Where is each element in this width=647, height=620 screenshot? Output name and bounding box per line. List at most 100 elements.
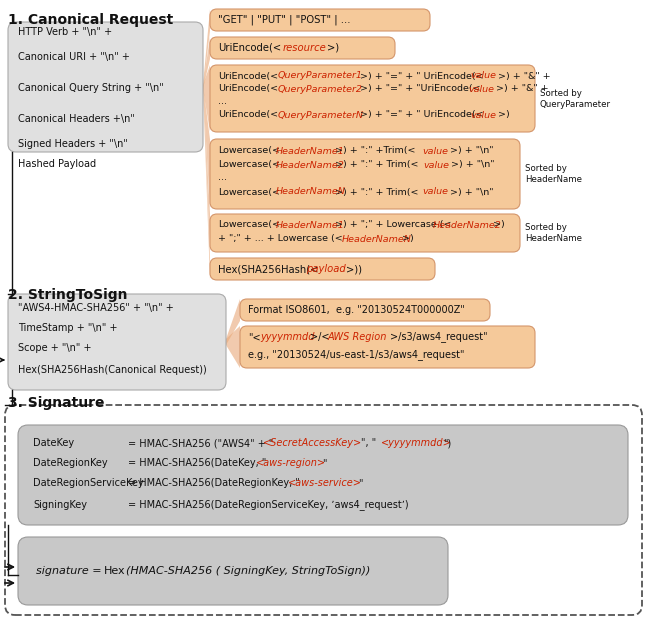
FancyBboxPatch shape	[5, 405, 642, 615]
Text: value: value	[470, 110, 496, 120]
Text: Sorted by
HeaderName: Sorted by HeaderName	[525, 164, 582, 184]
Text: + ";" + ... + Lowercase (<: + ";" + ... + Lowercase (<	[218, 234, 343, 244]
Text: DateRegionServiceKey: DateRegionServiceKey	[33, 478, 144, 488]
Text: Hex: Hex	[104, 566, 126, 576]
Text: value: value	[423, 161, 449, 169]
Text: 1. Canonical Request: 1. Canonical Request	[8, 13, 173, 27]
FancyBboxPatch shape	[210, 37, 395, 59]
Text: DateKey: DateKey	[33, 438, 74, 448]
Text: HeaderNameN: HeaderNameN	[342, 234, 412, 244]
Text: >) + ":" + Trim(<: >) + ":" + Trim(<	[335, 187, 419, 197]
Text: >) + ";" + Lowercase (<: >) + ";" + Lowercase (<	[335, 221, 452, 229]
Text: Hex(SHA256Hash(Canonical Request)): Hex(SHA256Hash(Canonical Request))	[18, 365, 207, 375]
Text: HeaderName1: HeaderName1	[276, 146, 345, 156]
Text: <SecretAccessKey>: <SecretAccessKey>	[263, 438, 362, 448]
Text: Canonical Query String + "\n": Canonical Query String + "\n"	[18, 83, 164, 93]
FancyBboxPatch shape	[8, 294, 226, 390]
FancyBboxPatch shape	[240, 299, 490, 321]
Text: ": "	[358, 478, 362, 488]
Text: Lowercase(<: Lowercase(<	[218, 221, 280, 229]
Text: value: value	[470, 71, 496, 81]
Text: value: value	[422, 146, 448, 156]
Polygon shape	[203, 37, 210, 89]
Text: payload: payload	[306, 264, 345, 274]
Polygon shape	[203, 65, 210, 132]
Text: >): >)	[493, 221, 505, 229]
Text: ": "	[322, 458, 327, 468]
Text: UriEncode(<: UriEncode(<	[218, 110, 278, 120]
Text: >) + ":" + Trim(<: >) + ":" + Trim(<	[335, 161, 419, 169]
Text: >) + "\n": >) + "\n"	[451, 161, 494, 169]
Text: >) + "=" + "UriEncode(<: >) + "=" + "UriEncode(<	[360, 84, 481, 94]
Polygon shape	[203, 85, 210, 280]
FancyBboxPatch shape	[18, 537, 448, 605]
Text: UriEncode(<: UriEncode(<	[218, 43, 281, 53]
Text: AWS Region: AWS Region	[328, 332, 388, 342]
Text: >/<: >/<	[310, 332, 329, 342]
Text: ...: ...	[218, 97, 227, 107]
Text: QueryParameterN: QueryParameterN	[278, 110, 364, 120]
Text: HeaderName2: HeaderName2	[276, 161, 345, 169]
Text: Lowercase(<: Lowercase(<	[218, 146, 280, 156]
Polygon shape	[203, 85, 210, 209]
Text: SigningKey: SigningKey	[33, 500, 87, 510]
FancyBboxPatch shape	[210, 9, 430, 31]
Text: >/s3/aws4_request": >/s3/aws4_request"	[390, 332, 488, 342]
FancyBboxPatch shape	[210, 139, 520, 209]
Text: QueryParameter1: QueryParameter1	[278, 71, 363, 81]
Text: HeaderNameN: HeaderNameN	[276, 187, 346, 197]
Text: >) + "\n": >) + "\n"	[450, 187, 494, 197]
Polygon shape	[226, 299, 240, 345]
Text: <aws-service>: <aws-service>	[288, 478, 362, 488]
Text: UriEncode(<: UriEncode(<	[218, 84, 278, 94]
Text: = HMAC-SHA256(DateRegionKey, ": = HMAC-SHA256(DateRegionKey, "	[128, 478, 300, 488]
Text: "<: "<	[248, 332, 261, 342]
FancyBboxPatch shape	[240, 326, 535, 368]
Text: UriEncode(<: UriEncode(<	[218, 71, 278, 81]
Text: ...: ...	[218, 174, 227, 182]
Text: Canonical Headers +\n": Canonical Headers +\n"	[18, 114, 135, 124]
Text: "AWS4-HMAC-SHA256" + "\n" +: "AWS4-HMAC-SHA256" + "\n" +	[18, 303, 174, 313]
Polygon shape	[226, 326, 240, 368]
Text: >) + "=" + " UriEncode(<: >) + "=" + " UriEncode(<	[360, 71, 483, 81]
Text: >)): >))	[346, 264, 362, 274]
Text: Hashed Payload: Hashed Payload	[18, 159, 96, 169]
Text: >): >)	[402, 234, 413, 244]
Text: value: value	[468, 84, 494, 94]
Text: HeaderName2: HeaderName2	[433, 221, 502, 229]
Text: >): >)	[327, 43, 339, 53]
Text: = HMAC-SHA256(DateRegionServiceKey, ʼaws4_requestʼ): = HMAC-SHA256(DateRegionServiceKey, ʼaws…	[128, 500, 409, 510]
FancyBboxPatch shape	[210, 258, 435, 280]
Text: >) + "&" +: >) + "&" +	[498, 71, 551, 81]
Text: Lowercase(<: Lowercase(<	[218, 161, 280, 169]
Text: (HMAC-SHA256 ( SigningKey, StringToSign)): (HMAC-SHA256 ( SigningKey, StringToSign)…	[126, 566, 370, 576]
Text: HTTP Verb + "\n" +: HTTP Verb + "\n" +	[18, 27, 112, 37]
Text: = HMAC-SHA256 ("AWS4" + ": = HMAC-SHA256 ("AWS4" + "	[128, 438, 274, 448]
Text: <aws-region>: <aws-region>	[256, 458, 326, 468]
Text: >) + "\n": >) + "\n"	[450, 146, 494, 156]
Text: Format ISO8601,  e.g. "20130524T000000Z": Format ISO8601, e.g. "20130524T000000Z"	[248, 305, 465, 315]
Text: value: value	[422, 187, 448, 197]
Text: DateRegionKey: DateRegionKey	[33, 458, 107, 468]
FancyBboxPatch shape	[210, 65, 535, 132]
Text: >): >)	[498, 110, 510, 120]
Text: resource: resource	[283, 43, 327, 53]
Polygon shape	[203, 85, 210, 252]
Text: 2. StringToSign: 2. StringToSign	[8, 288, 127, 302]
Text: >) + "&" +: >) + "&" +	[496, 84, 549, 94]
Text: >) + "=" + " UriEncode(<: >) + "=" + " UriEncode(<	[360, 110, 483, 120]
Text: <yyyymmdd>: <yyyymmdd>	[381, 438, 452, 448]
Text: e.g., "20130524/us-east-1/s3/aws4_request": e.g., "20130524/us-east-1/s3/aws4_reques…	[248, 350, 465, 360]
Text: Scope + "\n" +: Scope + "\n" +	[18, 343, 91, 353]
Text: ", ": ", "	[361, 438, 377, 448]
Text: TimeStamp + "\n" +: TimeStamp + "\n" +	[18, 323, 118, 333]
Text: Sorted by
QueryParameter: Sorted by QueryParameter	[540, 89, 611, 108]
Text: Signed Headers + "\n": Signed Headers + "\n"	[18, 139, 128, 149]
Text: Canonical URI + "\n" +: Canonical URI + "\n" +	[18, 52, 130, 62]
Text: Lowercase(<: Lowercase(<	[218, 187, 280, 197]
Polygon shape	[203, 9, 210, 89]
FancyBboxPatch shape	[8, 22, 203, 152]
FancyBboxPatch shape	[18, 425, 628, 525]
Text: Sorted by
HeaderName: Sorted by HeaderName	[525, 223, 582, 242]
Text: >) + ":" +Trim(<: >) + ":" +Trim(<	[335, 146, 415, 156]
